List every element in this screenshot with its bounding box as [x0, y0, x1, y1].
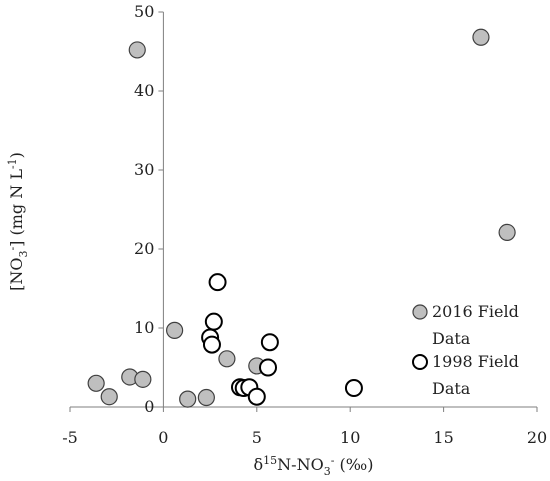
y-tick-label: 0	[144, 397, 154, 416]
data-point-2016	[197, 388, 215, 407]
data-point-2016	[134, 370, 152, 388]
tick-group: 0 10 20 30 40 50 -5 0 5 10 15 20	[62, 2, 547, 447]
x-tick-label: 5	[252, 428, 262, 447]
data-point-2016	[100, 388, 118, 406]
x-tick-label: 10	[340, 428, 360, 447]
data-point-2016	[472, 28, 490, 46]
data-point-1998	[259, 358, 278, 377]
x-axis-title: δ15N-NO3- (‰)	[254, 454, 374, 478]
y-tick-label: 20	[134, 239, 154, 258]
data-point-1998	[247, 387, 266, 406]
data-point-2016	[166, 321, 184, 339]
data-point-1998	[260, 333, 279, 352]
legend-label-2016-line2: Data	[432, 329, 471, 348]
legend-marker-1998	[412, 354, 428, 370]
y-tick-label: 10	[134, 318, 154, 337]
data-point-2016	[179, 390, 197, 408]
data-point-1998	[202, 335, 221, 354]
y-tick-label: 50	[134, 2, 154, 21]
x-tick-label: 15	[433, 428, 453, 447]
data-points	[87, 28, 516, 408]
x-tick-label: 20	[527, 428, 547, 447]
data-point-2016	[87, 374, 105, 392]
legend: 2016 Field Data 1998 Field Data	[412, 302, 519, 398]
data-point-1998	[204, 312, 223, 331]
y-tick-label: 30	[134, 160, 154, 179]
legend-label-2016-line1: 2016 Field	[432, 302, 519, 321]
data-point-2016	[218, 350, 236, 368]
y-axis-title: [NO3-] (mg N L-1)	[6, 152, 30, 291]
x-tick-label: 0	[158, 428, 168, 447]
data-point-1998	[344, 379, 363, 398]
data-point-1998	[208, 273, 227, 292]
data-point-2016	[128, 41, 146, 59]
x-tick-label: -5	[62, 428, 78, 447]
data-point-2016	[498, 223, 516, 242]
axes	[70, 12, 537, 408]
legend-label-1998-line1: 1998 Field	[432, 352, 519, 371]
y-tick-label: 40	[134, 81, 154, 100]
legend-marker-2016	[412, 304, 428, 320]
legend-label-1998-line2: Data	[432, 379, 471, 398]
